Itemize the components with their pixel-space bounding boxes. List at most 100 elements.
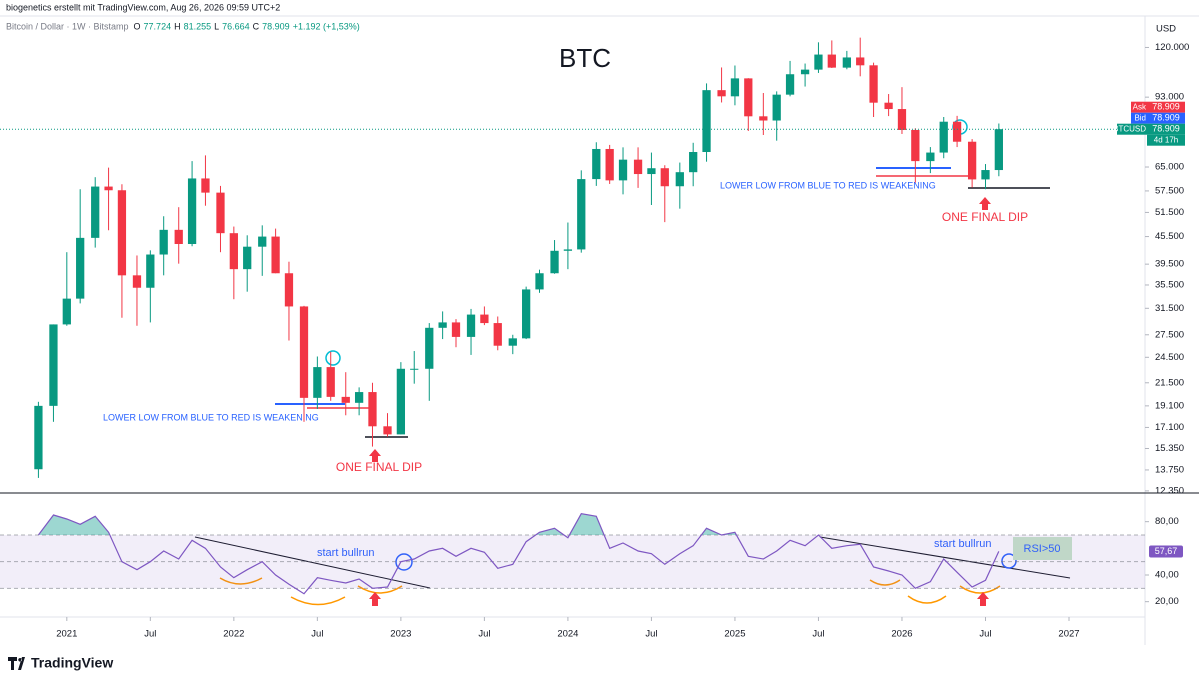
price-box: [1147, 101, 1185, 113]
y-tick-label: 51.500: [1155, 207, 1184, 218]
ohlc-key: H: [174, 21, 181, 31]
ohlc-value: 81.255: [184, 21, 212, 31]
candle-body: [633, 159, 643, 175]
candle-body: [577, 179, 586, 250]
candle-body: [451, 322, 461, 337]
x-tick-label: 2023: [390, 629, 411, 640]
brand: TradingView: [8, 655, 113, 671]
countdown-box: [1147, 134, 1185, 146]
rsi-box: [1013, 537, 1072, 560]
price-box: [1147, 123, 1185, 135]
price-label: 78.909: [1152, 124, 1180, 134]
annotation: LOWER LOW FROM BLUE TO RED IS WEAKENING: [103, 412, 319, 422]
candle-body: [759, 116, 768, 121]
candle-body: [284, 273, 294, 307]
x-tick-label: 2025: [724, 629, 745, 640]
candle-body: [34, 405, 43, 470]
price-label: 78.909: [1152, 113, 1180, 123]
candle-body: [785, 74, 795, 95]
y-tick-label: 24.500: [1155, 352, 1184, 363]
candle-body: [299, 306, 309, 398]
candle-body: [243, 246, 252, 270]
candle-body: [952, 121, 962, 142]
annotation: start bullrun: [317, 547, 374, 559]
ohlc-key: O: [134, 21, 141, 31]
y-tick-label: 93.000: [1155, 92, 1184, 103]
change: +1.192 (+1,53%): [293, 21, 360, 31]
logo: [8, 657, 25, 670]
candle-body: [522, 289, 531, 339]
candle-body: [550, 250, 559, 274]
candle-body: [104, 186, 113, 191]
candle-body: [939, 121, 948, 153]
candle-body: [856, 57, 865, 66]
candle-body: [76, 237, 85, 299]
candle-body: [187, 178, 197, 245]
candle-body: [842, 57, 851, 68]
countdown: 4d 17h: [1154, 135, 1178, 144]
trendline: [819, 536, 1071, 579]
candle-body: [480, 314, 489, 324]
x-tick-label: 2024: [557, 629, 578, 640]
y-tick-label: 57.500: [1155, 185, 1184, 196]
candle-body: [493, 323, 502, 346]
y-tick-label: 65.000: [1155, 162, 1184, 173]
candle-body: [884, 102, 893, 110]
candle-body: [702, 90, 711, 153]
candle-body: [618, 159, 628, 181]
candle-body: [396, 368, 406, 435]
candle-body: [438, 322, 447, 328]
annotations: [194, 119, 1072, 606]
rsi-line: [37, 513, 1000, 595]
price-name-box: [1131, 101, 1147, 113]
chart-title: BTC: [559, 43, 611, 73]
y-tick-label: 45.500: [1155, 231, 1184, 242]
candle-body: [132, 275, 142, 288]
arc: [907, 595, 947, 604]
arc: [357, 585, 403, 594]
candle-body: [91, 186, 100, 238]
price-name-box: [1117, 123, 1147, 135]
price-name: Ask: [1133, 102, 1147, 111]
candle-body: [313, 367, 322, 398]
price-name-box: [1131, 112, 1147, 124]
candle-body: [675, 172, 684, 187]
candle-body: [508, 338, 517, 346]
price-box: [1147, 112, 1185, 124]
candle-body: [814, 54, 823, 70]
candle-body: [897, 109, 907, 130]
x-tick-label: Jul: [979, 629, 991, 640]
candle-body: [647, 168, 656, 175]
ohlc-value: 77.724: [144, 21, 172, 31]
annotation: ONE FINAL DIP: [336, 460, 422, 474]
x-tick-label: 2027: [1058, 629, 1079, 640]
candle-body: [146, 254, 155, 288]
candle-body: [159, 229, 168, 255]
candle-body: [967, 141, 977, 180]
currency: USD: [1156, 24, 1176, 35]
candle-body: [926, 152, 935, 162]
ohlc-key: C: [253, 21, 260, 31]
y-tick-label: 80,00: [1155, 516, 1179, 527]
y-tick-label: 40,00: [1155, 570, 1179, 581]
y-tick-label: 19.100: [1155, 400, 1184, 411]
candle-body: [368, 392, 377, 427]
x-tick-label: 2021: [56, 629, 77, 640]
candle-body: [717, 90, 726, 97]
arrow: [369, 592, 381, 606]
candle-body: [772, 94, 781, 121]
candle-body: [994, 129, 1003, 171]
candle-body: [201, 178, 210, 193]
candle-body: [49, 324, 58, 406]
candle-body: [800, 69, 810, 75]
candle-body: [605, 148, 614, 181]
x-tick-label: 2026: [891, 629, 912, 640]
candle-body: [326, 367, 335, 397]
candle-body: [744, 78, 753, 117]
y-tick-label: 13.750: [1155, 464, 1184, 475]
arrow: [977, 592, 989, 606]
attribution: biogenetics erstellt mit TradingView.com…: [6, 2, 280, 12]
candle-body: [271, 236, 280, 274]
candle-body: [229, 233, 238, 270]
annotation: LOWER LOW FROM BLUE TO RED IS WEAKENING: [720, 180, 936, 190]
